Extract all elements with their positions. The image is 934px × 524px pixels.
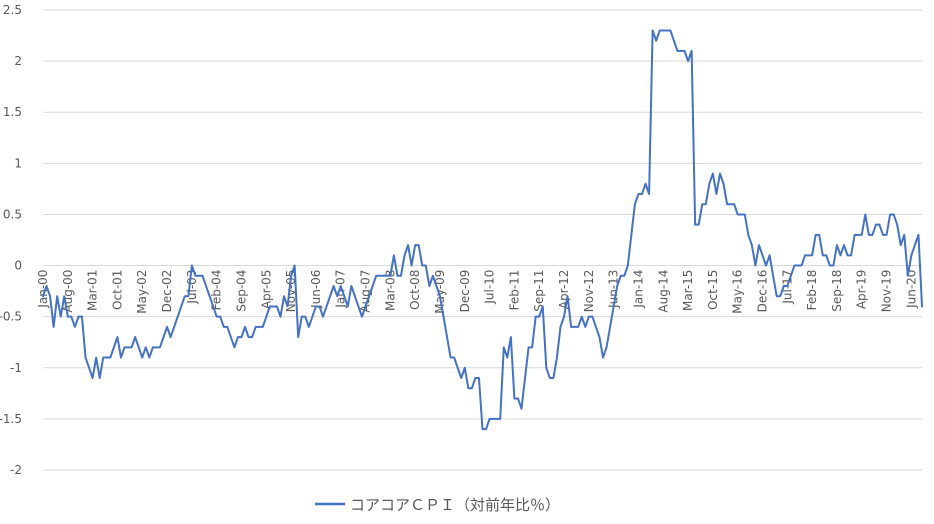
y-tick-label: 0.5: [3, 207, 22, 221]
x-tick-label: Jun-20: [904, 270, 918, 309]
y-tick-label: 0: [14, 259, 22, 273]
legend: コアコアＣＰＩ（対前年比％）: [315, 496, 560, 514]
x-tick-label: Jan-14: [631, 270, 645, 309]
y-tick-label: -1.5: [0, 412, 22, 426]
x-tick-label: Mar-01: [86, 270, 100, 311]
x-tick-label: Jun-06: [309, 270, 323, 309]
y-tick-label: -1: [10, 361, 22, 375]
y-axis-tick-labels: -2 -1.5 -1 -0.5 0 0.5 1 1.5 2 2.5: [0, 3, 22, 477]
gridlines: [43, 9, 922, 471]
x-tick-label: Sep-18: [830, 270, 844, 312]
x-tick-label: Jul-10: [483, 270, 497, 305]
x-tick-label: Aug-14: [656, 270, 670, 313]
x-tick-label: May-16: [731, 270, 745, 314]
x-tick-label: Feb-04: [210, 270, 224, 311]
x-tick-label: Dec-16: [756, 270, 770, 313]
x-tick-label: Aug-07: [359, 270, 373, 313]
legend-label: コアコアＣＰＩ（対前年比％）: [350, 496, 560, 514]
x-tick-label: Apr-19: [855, 270, 869, 310]
x-axis-tick-labels: Jan-00 Aug-00 Mar-01 Oct-01 May-02 Dec-02 Jul-…: [36, 270, 918, 314]
x-tick-label: Oct-08: [408, 270, 422, 310]
x-tick-label: Apr-05: [259, 270, 273, 310]
x-tick-label: Jun-13: [607, 270, 621, 309]
x-tick-label: Nov-19: [880, 270, 894, 313]
y-tick-label: -0.5: [0, 310, 22, 324]
x-tick-label: Mar-08: [383, 270, 397, 311]
x-tick-label: Oct-15: [706, 270, 720, 310]
series-layer: [42, 29, 923, 431]
x-tick-label: May-09: [433, 270, 447, 314]
y-tick-label: 2: [14, 54, 22, 68]
x-tick-label: Feb-11: [507, 270, 521, 311]
y-tick-label: -2: [10, 463, 22, 477]
x-tick-label: Dec-02: [160, 270, 174, 313]
series-line: [42, 29, 923, 431]
x-tick-label: Feb-18: [805, 270, 819, 311]
x-tick-label: Jan-00: [36, 270, 50, 309]
x-tick-label: Sep-11: [532, 270, 546, 312]
y-tick-label: 1: [14, 156, 22, 170]
x-tick-label: Sep-04: [234, 270, 248, 312]
y-tick-label: 2.5: [3, 3, 22, 17]
x-tick-label: Dec-09: [458, 270, 472, 313]
x-tick-label: Mar-15: [681, 270, 695, 311]
x-tick-label: Nov-12: [582, 270, 596, 313]
x-tick-label: Oct-01: [110, 270, 124, 310]
x-tick-label: May-02: [135, 270, 149, 314]
y-tick-label: 1.5: [3, 105, 22, 119]
